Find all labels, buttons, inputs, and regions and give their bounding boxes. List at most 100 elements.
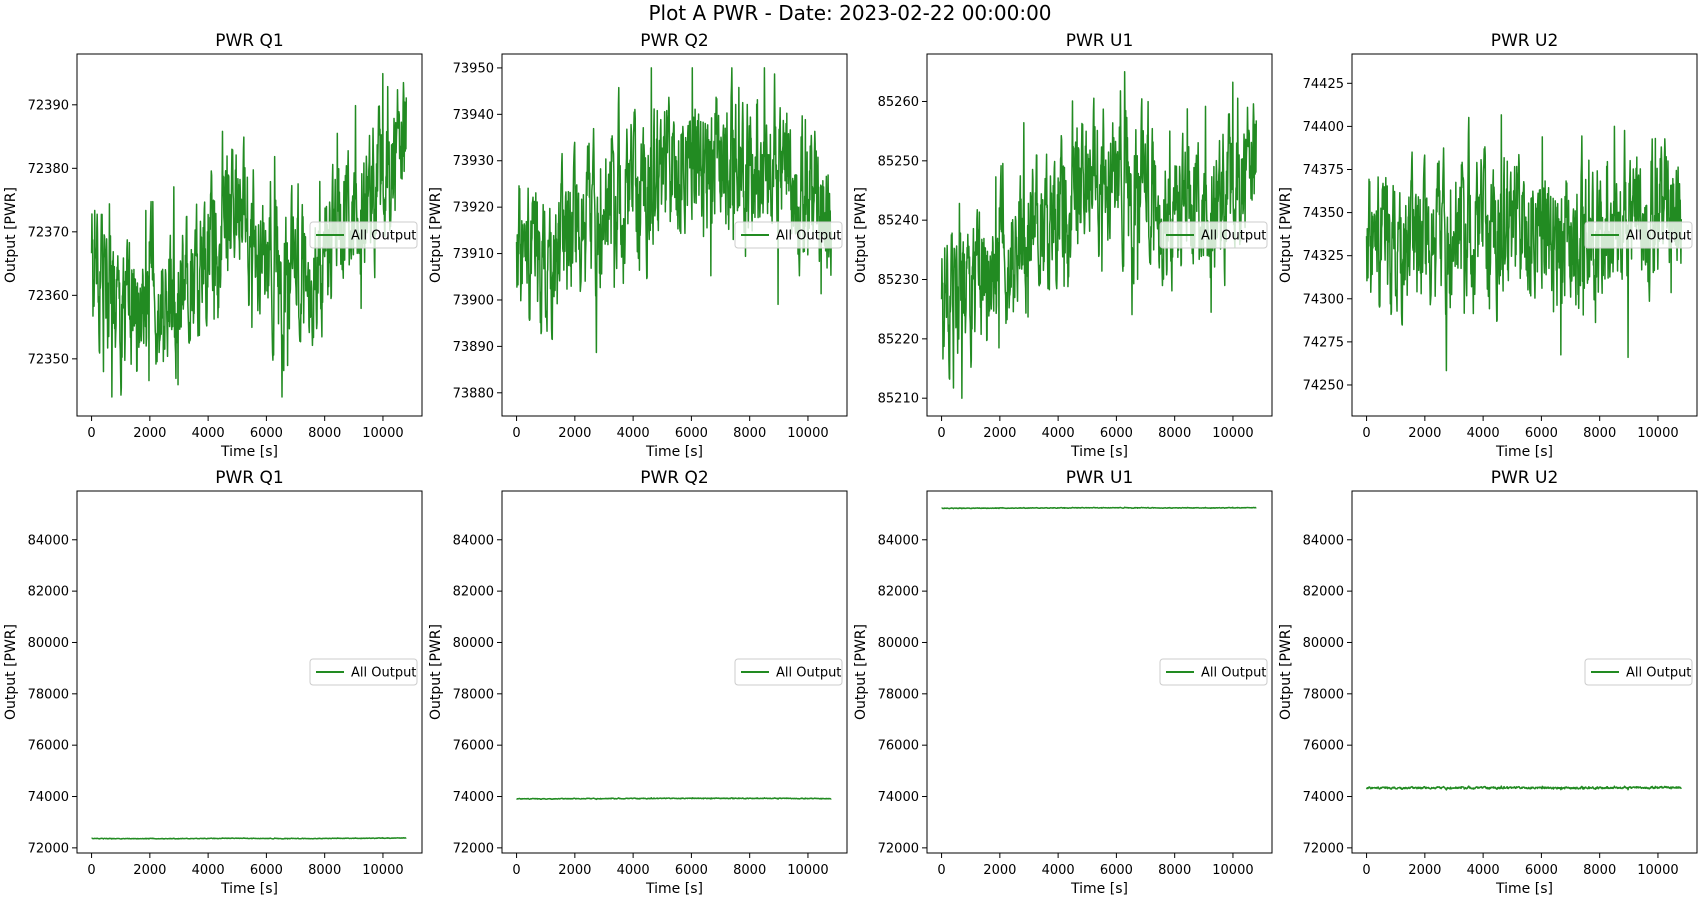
x-tick-label: 8000 [1583, 426, 1616, 441]
legend-box [734, 221, 843, 249]
y-tick-label: 74000 [1303, 790, 1344, 805]
legend-label: All Output [1201, 666, 1266, 681]
series-line-all-output [1365, 785, 1682, 791]
series-line-all-output [516, 797, 832, 801]
legend-box [1584, 221, 1693, 249]
x-tick-label: 6000 [250, 863, 283, 878]
y-axis-label: Output [PWR] [853, 187, 869, 283]
x-tick-label: 4000 [1042, 863, 1075, 878]
x-tick-label: 0 [937, 426, 945, 441]
subplot-title: PWR U2 [1491, 468, 1559, 488]
y-axis-label: Output [PWR] [853, 624, 869, 720]
x-tick-label: 0 [87, 863, 95, 878]
legend-box [1159, 658, 1268, 686]
series-line-all-output [940, 71, 1258, 399]
x-tick-label: 2000 [983, 426, 1016, 441]
legend-box [734, 658, 843, 686]
axes-frame [501, 490, 848, 854]
x-tick-label: 4000 [1042, 426, 1075, 441]
y-axis-label: Output [PWR] [3, 187, 19, 283]
legend: All Output [1159, 658, 1268, 686]
y-tick-label: 85240 [878, 214, 919, 229]
y-tick-label: 82000 [453, 585, 494, 600]
legend-box [309, 658, 418, 686]
y-tick-label: 74375 [1303, 163, 1344, 178]
x-axis-label: Time [s] [220, 881, 278, 897]
x-tick-label: 6000 [1100, 426, 1133, 441]
x-axis-label: Time [s] [1495, 444, 1553, 460]
series-line-all-output [90, 72, 408, 398]
y-tick-label: 84000 [453, 533, 494, 548]
y-tick-label: 72000 [1303, 841, 1344, 856]
y-tick-label: 76000 [1303, 739, 1344, 754]
y-tick-label: 72370 [28, 225, 69, 240]
y-tick-label: 82000 [28, 585, 69, 600]
legend: All Output [1584, 221, 1693, 249]
y-tick-label: 84000 [878, 533, 919, 548]
legend: All Output [734, 221, 843, 249]
y-tick-label: 85210 [878, 392, 919, 407]
y-tick-label: 74000 [878, 790, 919, 805]
y-tick-label: 74275 [1303, 335, 1344, 350]
axes-frame [1351, 53, 1698, 417]
x-tick-label: 4000 [192, 426, 225, 441]
series-line-all-output [515, 67, 833, 354]
subplot-title: PWR Q2 [640, 31, 708, 51]
subplot-1: 0 2000 4000 6000 8000 10000 72350 72360 72370 723… [3, 31, 423, 460]
x-tick-label: 8000 [1158, 863, 1191, 878]
x-tick-label: 10000 [362, 426, 403, 441]
y-tick-label: 73880 [453, 386, 494, 401]
x-tick-label: 4000 [1467, 426, 1500, 441]
x-tick-label: 0 [937, 863, 945, 878]
y-tick-label: 76000 [878, 739, 919, 754]
y-tick-label: 78000 [453, 687, 494, 702]
series-line-all-output [91, 836, 407, 840]
legend: All Output [309, 221, 418, 249]
x-tick-label: 2000 [1408, 426, 1441, 441]
y-tick-label: 73890 [453, 340, 494, 355]
x-tick-label: 6000 [1525, 863, 1558, 878]
y-tick-label: 74250 [1303, 378, 1344, 393]
x-tick-label: 4000 [1467, 863, 1500, 878]
legend-label: All Output [1626, 229, 1691, 244]
x-tick-label: 2000 [133, 863, 166, 878]
legend-box [1159, 221, 1268, 249]
x-tick-label: 10000 [787, 426, 828, 441]
x-tick-label: 2000 [983, 863, 1016, 878]
y-tick-label: 78000 [28, 687, 69, 702]
x-axis-label: Time [s] [1495, 881, 1553, 897]
y-tick-label: 72360 [28, 289, 69, 304]
y-tick-label: 72000 [878, 841, 919, 856]
x-tick-label: 6000 [1100, 863, 1133, 878]
legend: All Output [734, 658, 843, 686]
y-tick-label: 80000 [28, 636, 69, 651]
y-tick-label: 80000 [878, 636, 919, 651]
y-tick-label: 73910 [453, 247, 494, 262]
legend: All Output [309, 658, 418, 686]
y-tick-label: 74350 [1303, 206, 1344, 221]
y-tick-label: 80000 [1303, 636, 1344, 651]
y-tick-label: 72390 [28, 98, 69, 113]
x-tick-label: 8000 [733, 863, 766, 878]
subplot-5: 0 2000 4000 6000 8000 10000 72000 74000 76000 780… [3, 468, 423, 897]
legend-label: All Output [776, 666, 841, 681]
y-tick-label: 76000 [28, 739, 69, 754]
y-tick-label: 76000 [453, 739, 494, 754]
x-axis-label: Time [s] [645, 444, 703, 460]
subplot-3: 0 2000 4000 6000 8000 10000 85210 85220 85230 852… [853, 31, 1273, 460]
y-tick-label: 78000 [1303, 687, 1344, 702]
x-tick-label: 8000 [308, 426, 341, 441]
y-tick-label: 73920 [453, 201, 494, 216]
axes-frame [926, 53, 1273, 417]
legend-label: All Output [1626, 666, 1691, 681]
y-tick-label: 78000 [878, 687, 919, 702]
y-tick-label: 74000 [28, 790, 69, 805]
subplot-4: 0 2000 4000 6000 8000 10000 74250 74275 74300 743… [1278, 31, 1698, 460]
subplot-6: 0 2000 4000 6000 8000 10000 72000 74000 76000 780… [428, 468, 848, 897]
x-tick-label: 10000 [1212, 426, 1253, 441]
x-tick-label: 8000 [1583, 863, 1616, 878]
series-line-all-output [941, 506, 1257, 510]
legend-box [309, 221, 418, 249]
y-tick-label: 73900 [453, 293, 494, 308]
subplot-2: 0 2000 4000 6000 8000 10000 73880 73890 73900 739… [428, 31, 848, 460]
